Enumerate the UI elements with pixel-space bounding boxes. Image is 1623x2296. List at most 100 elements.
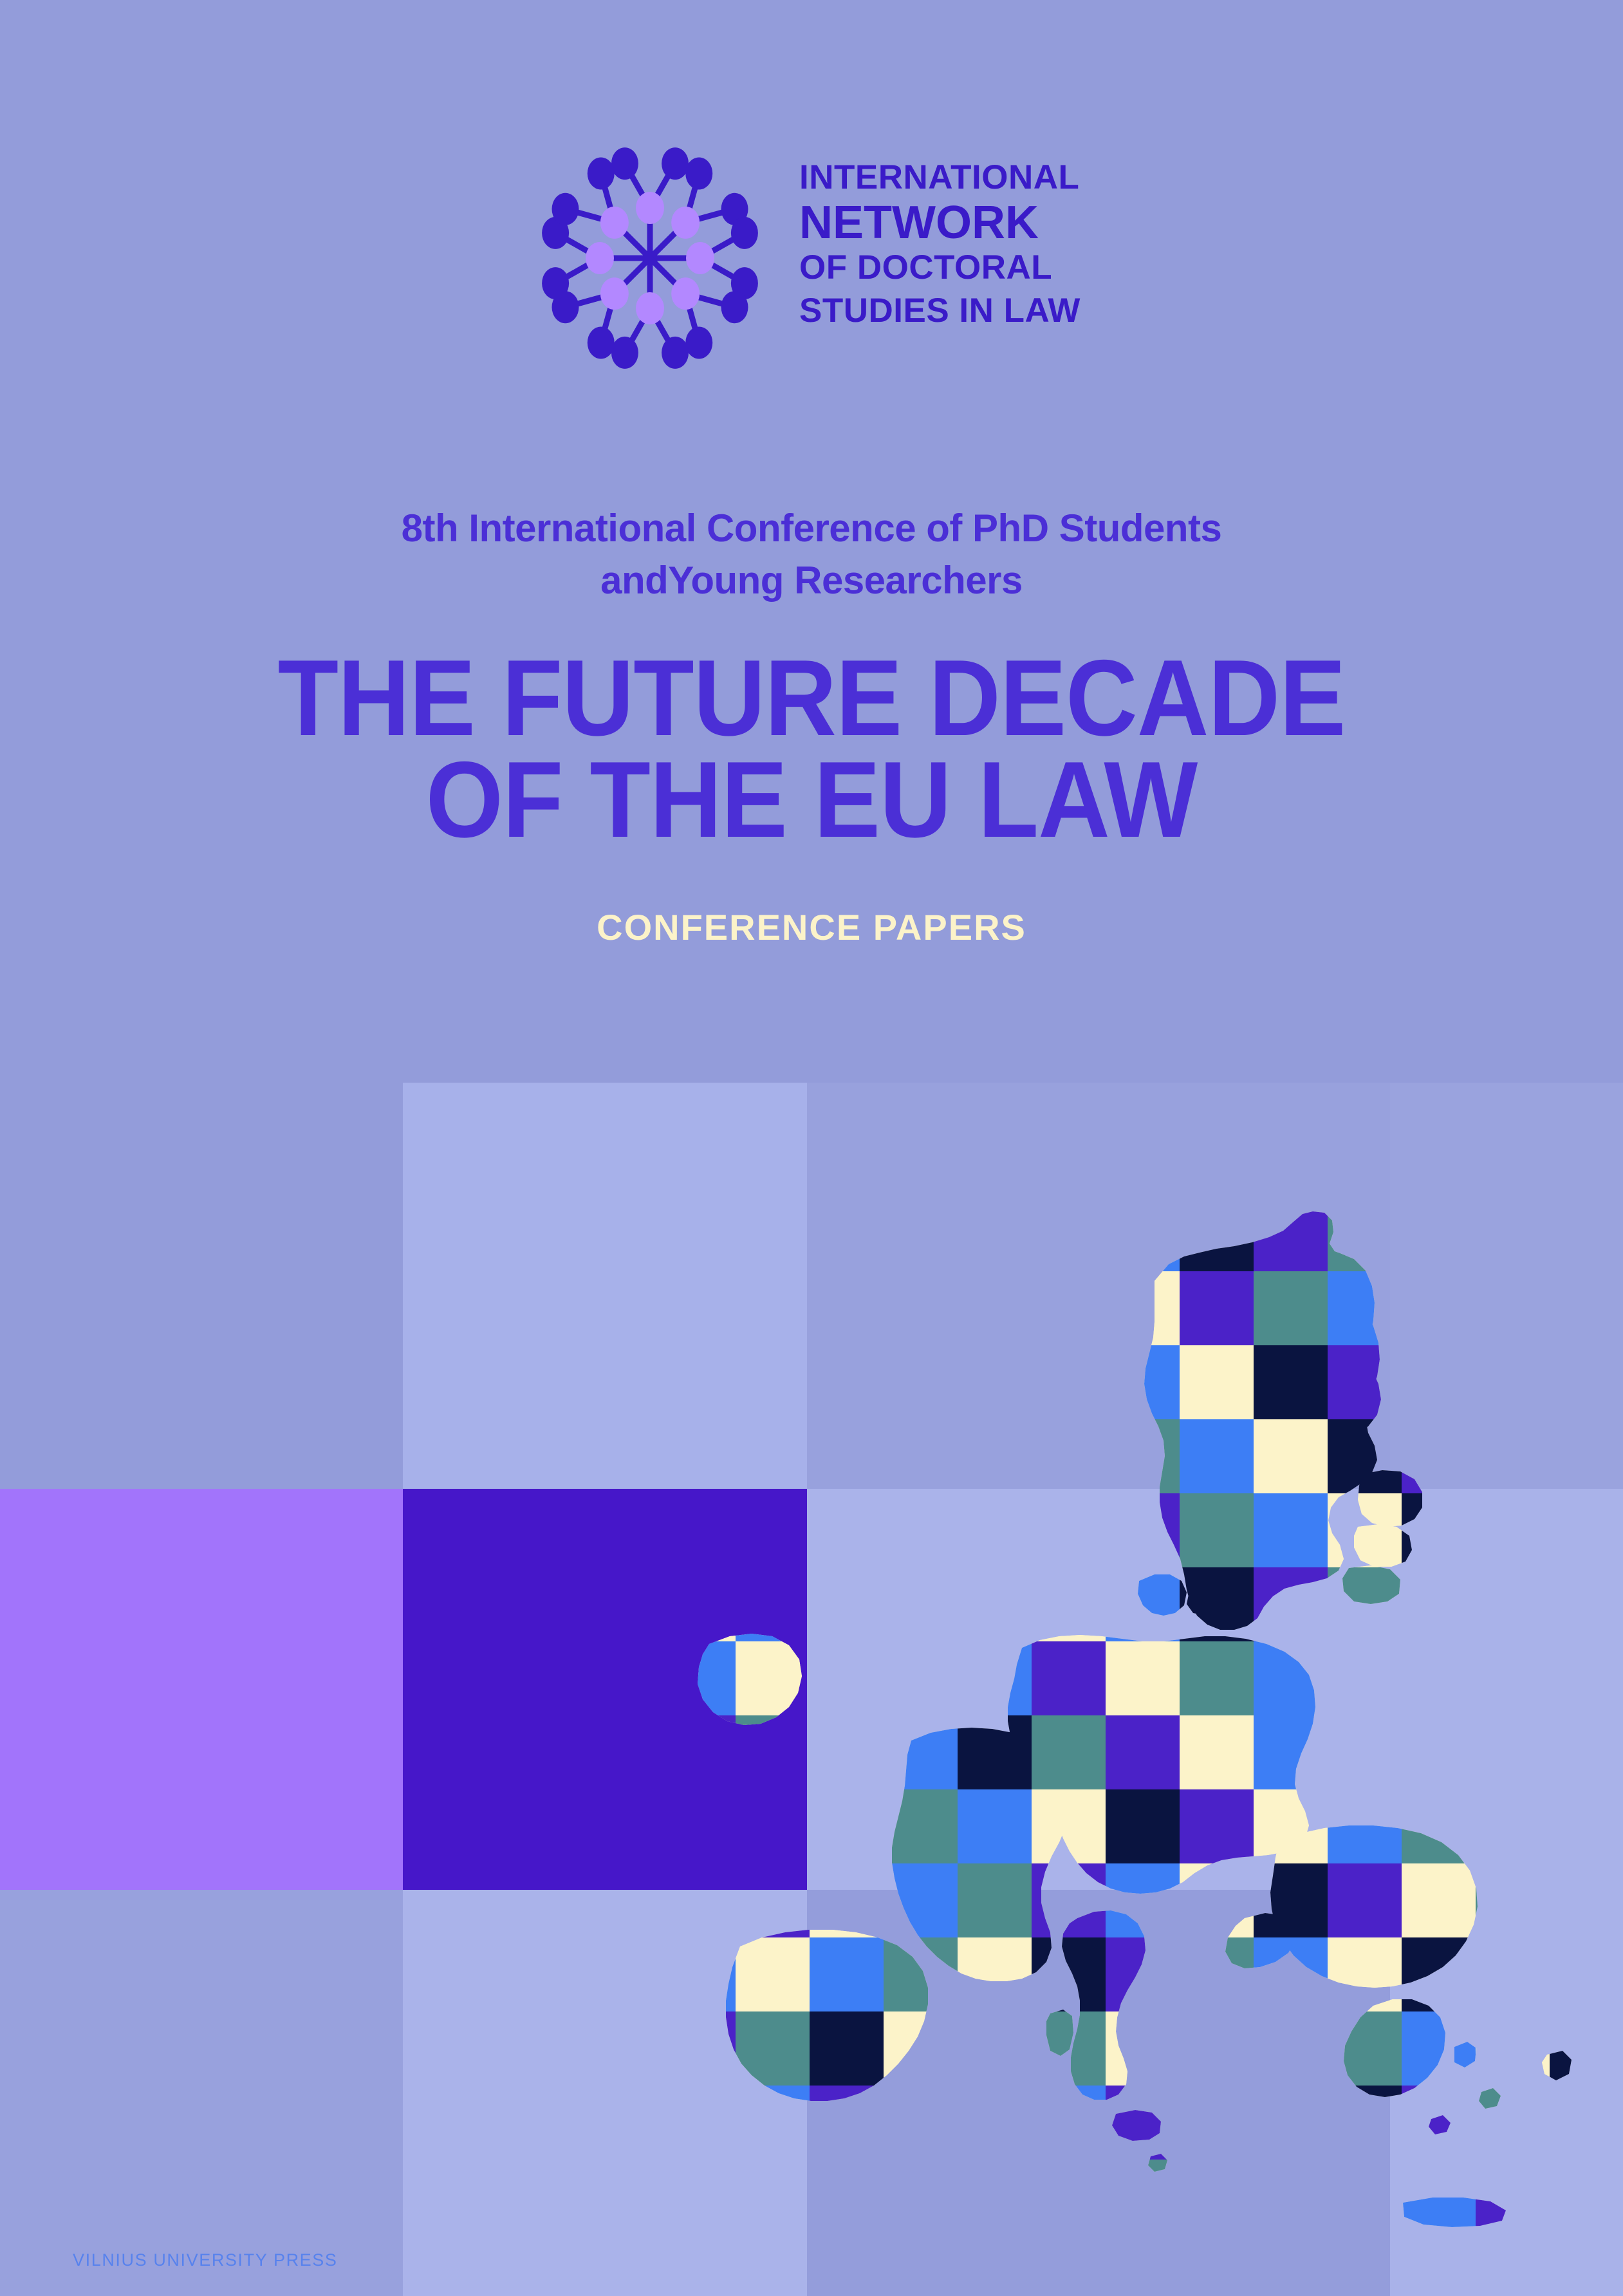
map-tile-layer xyxy=(698,1211,1572,2296)
map-tile xyxy=(1328,2086,1402,2160)
cover-title-line2: OF THE EU LAW xyxy=(425,738,1198,860)
map-tile xyxy=(1180,1493,1254,1567)
map-tile xyxy=(1180,1863,1254,1937)
map-tile xyxy=(1032,1715,1106,1789)
map-tile xyxy=(958,2160,1032,2227)
map-tile xyxy=(736,2011,810,2086)
map-tile xyxy=(810,2011,884,2086)
map-tile xyxy=(736,1789,810,1863)
map-tile xyxy=(884,1937,958,2011)
map-tile xyxy=(698,1419,736,1493)
map-tile xyxy=(1476,2160,1550,2227)
map-tile xyxy=(698,1937,736,2011)
map-tile xyxy=(884,1345,958,1419)
map-tile xyxy=(1254,2160,1328,2227)
map-tile xyxy=(1106,2011,1180,2086)
map-tile xyxy=(1106,1789,1180,1863)
map-tile xyxy=(1180,1271,1254,1345)
map-tile xyxy=(1254,1641,1328,1715)
logo-outer-node xyxy=(542,216,570,249)
map-tile xyxy=(1476,2011,1550,2086)
logo-inner-node xyxy=(600,206,629,239)
map-tile xyxy=(1106,1567,1180,1641)
logo-outer-node xyxy=(552,192,579,225)
map-tile xyxy=(1328,1937,1402,2011)
map-tile xyxy=(958,1789,1032,1863)
map-tile xyxy=(810,2160,884,2227)
violet-block-left xyxy=(0,1489,403,1890)
map-tile xyxy=(1106,2160,1180,2227)
map-tile xyxy=(810,1419,884,1493)
map-tile xyxy=(1328,2160,1402,2227)
map-tile xyxy=(1476,1211,1550,1271)
map-tile xyxy=(1180,1789,1254,1863)
map-tile xyxy=(1106,1419,1180,1493)
map-tile xyxy=(810,1789,884,1863)
logo-outer-node xyxy=(611,147,638,180)
map-tile xyxy=(1476,1789,1550,1863)
map-tile xyxy=(1032,2234,1106,2296)
logo-inner-node xyxy=(671,206,700,239)
map-tile xyxy=(1254,1211,1328,1271)
logo-inner-node xyxy=(600,277,629,310)
logo-outer-node xyxy=(552,291,579,324)
map-tile xyxy=(1180,1567,1254,1641)
map-tile xyxy=(1550,1419,1572,1493)
logo-inner-node xyxy=(686,242,714,274)
logo-line-3: OF DOCTORAL xyxy=(799,248,1053,287)
map-tile xyxy=(1032,1567,1106,1641)
map-tile xyxy=(1254,1271,1328,1345)
map-tile xyxy=(1254,1715,1328,1789)
map-tile xyxy=(1550,2011,1572,2086)
map-tile xyxy=(958,1567,1032,1641)
map-tile xyxy=(1032,1345,1106,1419)
map-tile xyxy=(1476,1863,1550,1937)
map-tile xyxy=(1254,1789,1328,1863)
map-tile xyxy=(736,1271,810,1345)
logo-wordmark: INTERNATIONAL NETWORK OF DOCTORAL STUDIE… xyxy=(799,156,1095,333)
map-tile xyxy=(958,1493,1032,1567)
map-tile xyxy=(1254,1567,1328,1641)
map-tile xyxy=(810,2234,884,2296)
map-tile xyxy=(1402,1641,1476,1715)
map-tile xyxy=(698,1493,736,1567)
light-block-bottom-left xyxy=(0,1890,403,2296)
map-tile xyxy=(1550,1863,1572,1937)
logo-outer-node xyxy=(685,326,713,359)
map-tile xyxy=(1106,2234,1180,2296)
map-tile xyxy=(958,1419,1032,1493)
map-tile xyxy=(810,1493,884,1567)
map-tile xyxy=(810,1345,884,1419)
logo-outer-node xyxy=(685,157,713,190)
map-tile xyxy=(958,1271,1032,1345)
map-tile xyxy=(1180,1641,1254,1715)
map-tile xyxy=(810,1271,884,1345)
map-tile xyxy=(958,2086,1032,2160)
map-tile xyxy=(1402,1345,1476,1419)
map-tile xyxy=(698,1789,736,1863)
map-tile xyxy=(736,1419,810,1493)
logo-line-4: STUDIES IN LAW xyxy=(799,291,1080,330)
map-tile xyxy=(1550,2160,1572,2227)
map-tile xyxy=(810,2086,884,2160)
logo-line-2: NETWORK xyxy=(799,196,1039,248)
map-tile xyxy=(1402,2011,1476,2086)
map-tile xyxy=(1254,1493,1328,1567)
map-tile xyxy=(736,1937,810,2011)
map-tile xyxy=(810,1641,884,1715)
map-tile xyxy=(958,2011,1032,2086)
map-tile xyxy=(1032,2011,1106,2086)
pale-block-right-upper xyxy=(1390,1083,1623,1489)
map-tile xyxy=(1254,2234,1328,2296)
map-tile xyxy=(698,2011,736,2086)
map-tile xyxy=(1328,1419,1402,1493)
map-tile xyxy=(1550,1789,1572,1863)
map-tile xyxy=(1328,2234,1402,2296)
map-tile xyxy=(1402,1567,1476,1641)
map-tile xyxy=(1328,1567,1402,1641)
map-tile xyxy=(736,2086,810,2160)
map-tile xyxy=(736,1863,810,1937)
map-tile xyxy=(884,1863,958,1937)
map-tile xyxy=(1032,1641,1106,1715)
map-tile xyxy=(1032,1937,1106,2011)
